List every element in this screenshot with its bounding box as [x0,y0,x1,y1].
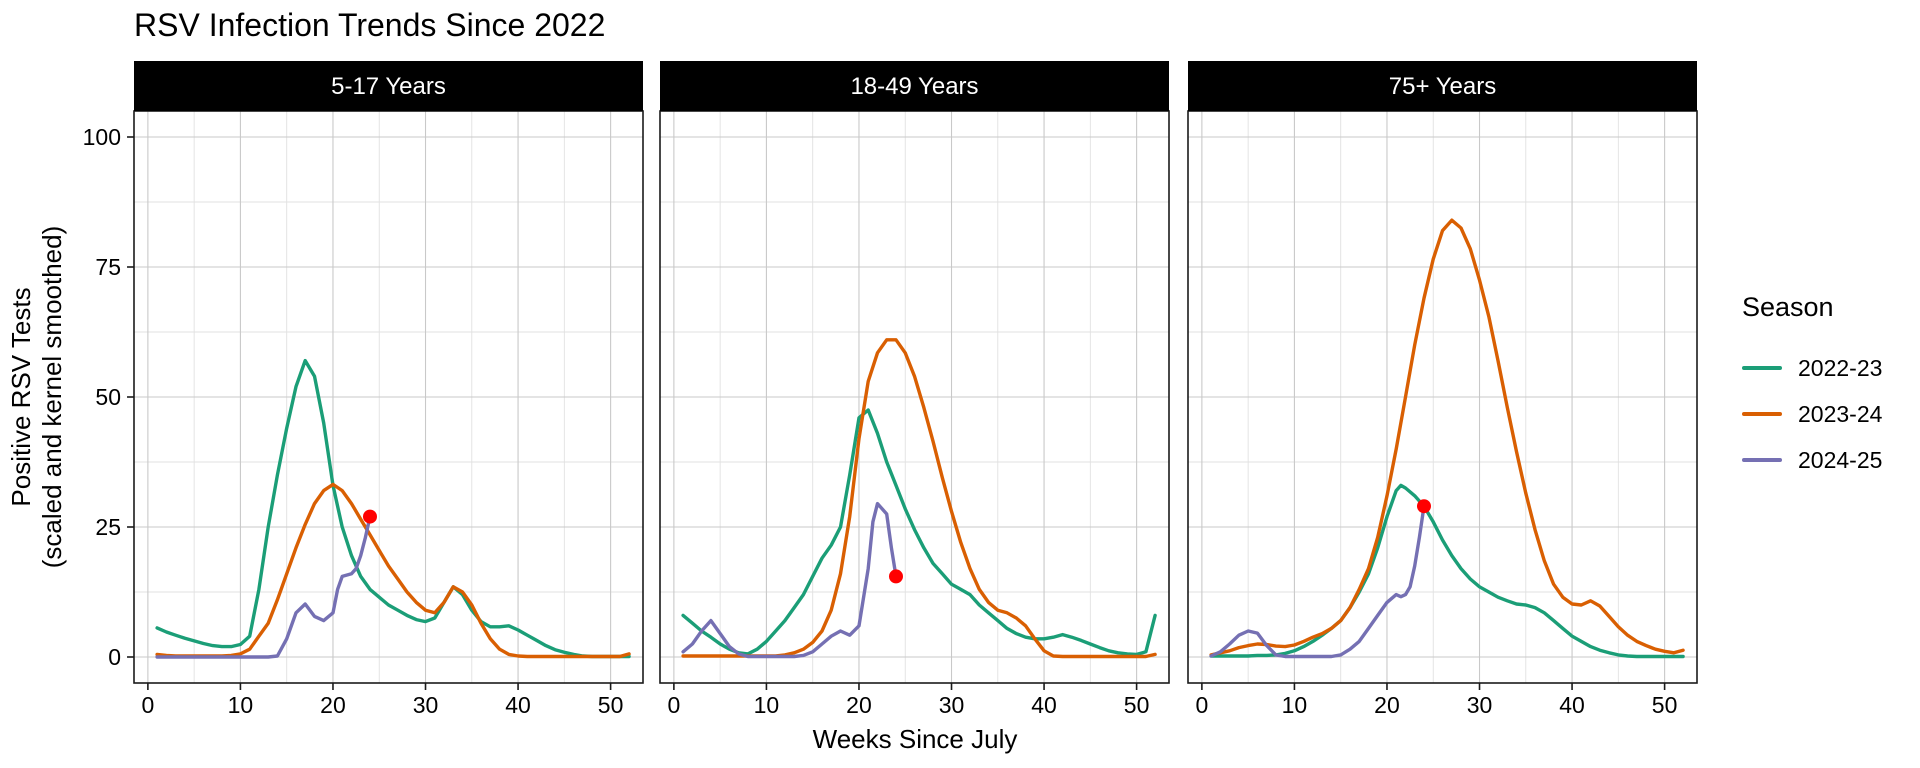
x-tick-label: 40 [505,692,531,718]
x-axis-label: Weeks Since July [812,724,1018,754]
x-tick-label: 30 [413,692,439,718]
series-line-2024-25 [1209,504,1426,659]
legend-entry-2022-23: 2022-23 [1742,345,1882,391]
series-line-2022-23 [681,408,1157,657]
x-tick-label: 0 [667,692,680,718]
x-tick-label: 0 [141,692,154,718]
legend-label-2023-24: 2023-24 [1798,400,1883,427]
x-tick-label: 30 [939,692,965,718]
y-tick-label: 0 [108,644,121,670]
latest-point-marker [888,569,903,584]
legend-label-2024-25: 2024-25 [1798,446,1883,473]
x-tick-label: 40 [1031,692,1057,718]
legend-swatch-2023-24 [1742,412,1782,416]
facet-strip-label: 75+ Years [1389,73,1496,100]
legend-entry-2023-24: 2023-24 [1742,391,1882,437]
x-tick-label: 50 [1124,692,1150,718]
x-tick-label: 50 [1652,692,1678,718]
series-line-2024-25 [155,514,372,659]
x-tick-label: 30 [1467,692,1493,718]
series-line-2022-23 [1209,483,1685,659]
facet-strip [134,61,643,111]
x-tick-label: 40 [1559,692,1585,718]
x-tick-label: 10 [754,692,780,718]
legend-swatch-2022-23 [1742,366,1782,370]
y-axis-label-line2: (scaled and kernel smoothed) [37,225,67,569]
legend-entry-2024-25: 2024-25 [1742,437,1882,483]
y-tick-label: 100 [83,124,121,150]
x-tick-label: 20 [846,692,872,718]
x-tick-label: 0 [1195,692,1208,718]
facet-strip [1188,61,1697,111]
series-line-2022-23 [155,358,631,659]
legend-swatch-2024-25 [1742,458,1782,462]
series-line-2023-24 [155,482,631,659]
latest-point-marker [362,509,377,524]
y-axis-label: Positive RSV Tests (scaled and kernel sm… [6,147,70,647]
latest-point-marker [1416,499,1431,514]
x-tick-label: 50 [598,692,624,718]
series-line-2024-25 [681,501,898,659]
legend-title: Season [1742,292,1834,322]
x-tick-label: 20 [320,692,346,718]
y-tick-label: 50 [95,384,121,410]
facet-panel-2: 75+ Years 0 10 20 30 40 50 [1187,61,1698,718]
y-tick-label: 75 [95,254,121,280]
legend-label-2022-23: 2022-23 [1798,354,1883,381]
facet-strip-label: 18-49 Years [850,73,978,100]
legend: Season 2022-23 2023-24 2024-25 [1742,292,1882,483]
x-tick-label: 20 [1374,692,1400,718]
chart-title: RSV Infection Trends Since 2022 [134,7,606,43]
x-tick-label: 10 [228,692,254,718]
facet-strip-label: 5-17 Years [331,73,446,100]
y-tick-label: 25 [95,514,121,540]
series-line-2023-24 [1209,218,1685,657]
x-tick-label: 10 [1282,692,1308,718]
facet-strip [660,61,1169,111]
facet-panel-1: 18-49 Years 0 10 20 30 40 50 [659,61,1170,718]
facet-panel-0: 5-17 Years 0 10 20 30 40 50 0 25 50 75 100 [83,61,644,718]
y-axis-label-line1: Positive RSV Tests [6,287,36,507]
